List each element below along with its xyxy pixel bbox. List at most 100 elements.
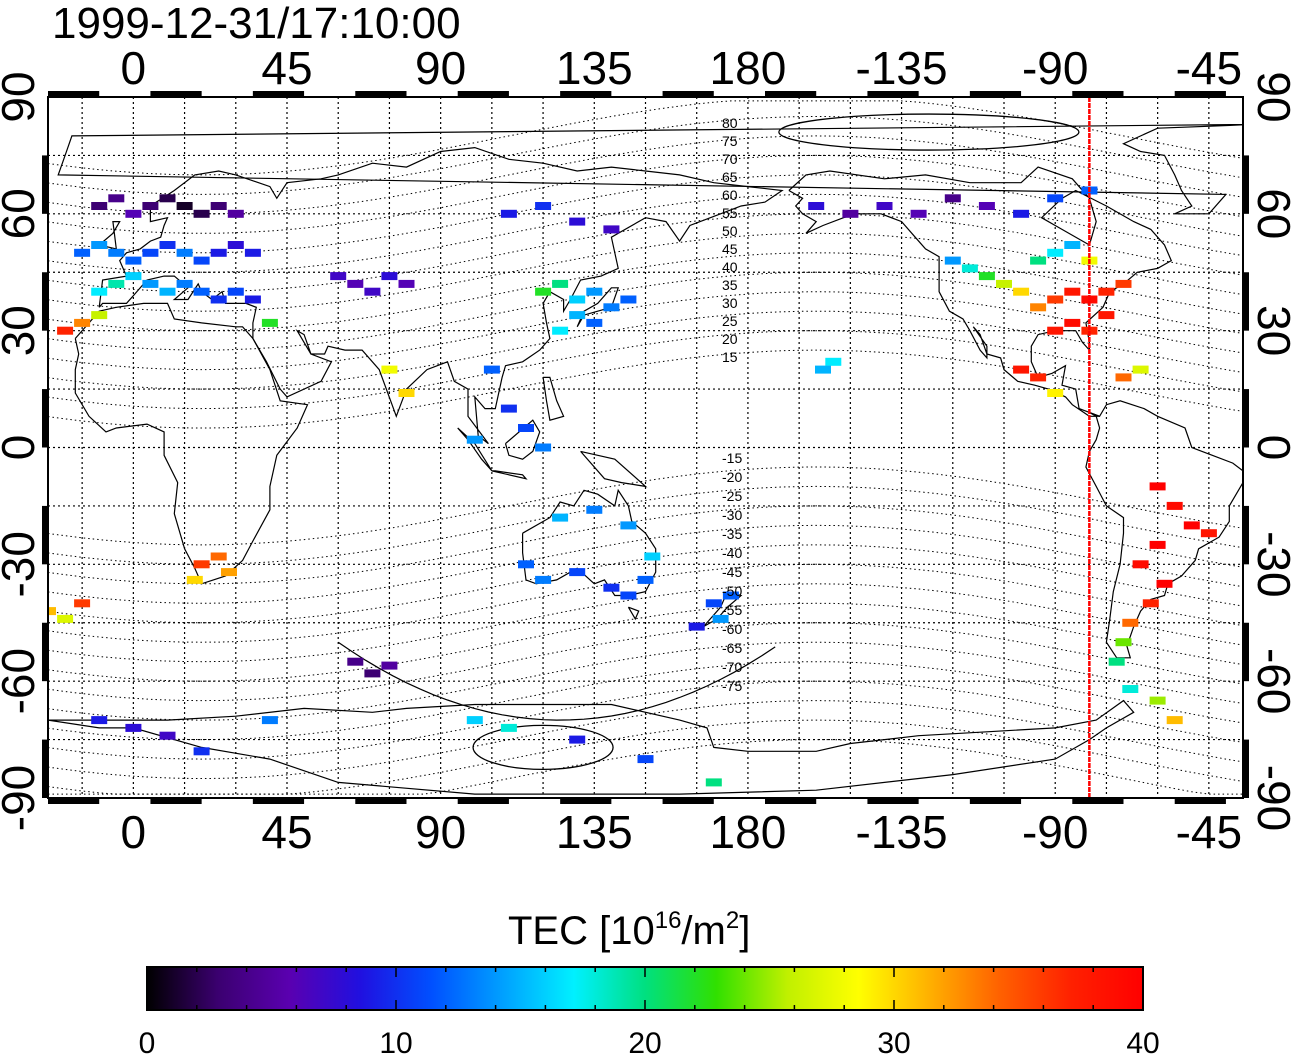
mlat-label: 75 bbox=[722, 133, 738, 149]
tec-cell bbox=[603, 583, 620, 592]
tec-cell bbox=[48, 607, 56, 616]
tec-cell bbox=[125, 256, 142, 265]
frame-bar-left bbox=[42, 389, 48, 448]
tec-cell bbox=[1166, 716, 1183, 725]
lon-tick-label: 90 bbox=[415, 42, 466, 94]
tec-cell bbox=[364, 287, 381, 296]
colorbar-tick-label: 30 bbox=[877, 1027, 910, 1057]
frame-bar-top bbox=[150, 91, 202, 97]
tec-cell bbox=[978, 202, 995, 210]
mlat-contour bbox=[48, 524, 1243, 604]
tec-cell bbox=[347, 279, 364, 288]
tec-cell bbox=[569, 217, 586, 226]
frame-bar-right bbox=[1243, 622, 1249, 682]
mlat-contour bbox=[48, 739, 1243, 795]
tec-cell bbox=[535, 202, 552, 210]
tec-cell bbox=[569, 735, 586, 744]
tec-cell bbox=[586, 318, 603, 327]
mlat-contour bbox=[48, 330, 1243, 410]
tec-cell bbox=[398, 389, 415, 397]
lat-tick-label: 30 bbox=[0, 305, 44, 356]
lon-tick-label: 45 bbox=[261, 806, 312, 858]
tec-cell bbox=[483, 365, 500, 374]
lat-tick-label: 0 bbox=[1248, 435, 1292, 461]
frame-bar-right bbox=[1243, 155, 1249, 214]
frame-bar-top bbox=[1174, 91, 1226, 97]
mlat-contour bbox=[48, 661, 1243, 741]
mlat-contour bbox=[48, 193, 1243, 273]
lat-tick-label: 60 bbox=[0, 188, 44, 239]
lat-ticks-right: 90 60 30 0 -30 -60 -90 bbox=[1248, 71, 1292, 831]
coastline bbox=[580, 450, 648, 488]
tec-cell bbox=[159, 731, 176, 740]
mlat-label: -75 bbox=[722, 678, 742, 694]
tec-cell bbox=[1064, 318, 1081, 327]
tec-cell bbox=[186, 575, 203, 584]
tec-data-cells bbox=[48, 186, 1217, 787]
tec-cell bbox=[159, 241, 176, 249]
tec-cell bbox=[637, 575, 654, 584]
tec-cell bbox=[74, 318, 91, 327]
frame-bar-bottom bbox=[1174, 798, 1226, 804]
tec-cell bbox=[159, 194, 176, 203]
coastline bbox=[576, 287, 620, 328]
tec-cell bbox=[1098, 311, 1115, 320]
mlat-contour bbox=[48, 622, 1243, 702]
tec-cell bbox=[210, 552, 227, 561]
tec-cell bbox=[500, 404, 517, 413]
mlat-contour bbox=[48, 252, 1243, 332]
tec-cell bbox=[159, 287, 176, 296]
lon-tick-label: -45 bbox=[1176, 42, 1242, 94]
tec-cell bbox=[125, 723, 142, 732]
lat-tick-label: 30 bbox=[1248, 305, 1292, 356]
tec-cell bbox=[1200, 529, 1217, 538]
tec-cell bbox=[705, 599, 722, 608]
coastline bbox=[1085, 400, 1243, 659]
lon-tick-label: 135 bbox=[556, 806, 633, 858]
tec-cell bbox=[193, 747, 210, 756]
mlat-contour bbox=[48, 310, 1243, 390]
tec-cell bbox=[1047, 248, 1064, 257]
mlat-label: -30 bbox=[722, 507, 742, 523]
tec-cell bbox=[91, 311, 108, 320]
tec-cell bbox=[261, 716, 278, 725]
lat-tick-label: 90 bbox=[0, 71, 44, 122]
tec-cell bbox=[381, 661, 398, 670]
tec-cell bbox=[688, 622, 705, 631]
frame-bar-top bbox=[765, 91, 817, 97]
tec-cell bbox=[108, 248, 125, 257]
mlat-contour bbox=[48, 641, 1243, 721]
magnetic-latitude-contours bbox=[48, 100, 1243, 795]
lon-tick-label: 90 bbox=[415, 806, 466, 858]
lon-tick-label: 180 bbox=[710, 42, 787, 94]
frame-bar-left bbox=[42, 739, 48, 798]
frame-bar-top bbox=[355, 91, 407, 97]
lat-tick-label: -30 bbox=[1248, 531, 1292, 597]
mlat-contour bbox=[48, 291, 1243, 371]
mlat-label: -25 bbox=[722, 488, 742, 504]
mlat-contour bbox=[48, 700, 1243, 780]
mlat-contour bbox=[48, 154, 1243, 234]
coastline bbox=[98, 146, 784, 445]
tec-cell bbox=[244, 248, 261, 257]
lat-ticks-left: 90 60 30 0 -30 -60 -90 bbox=[0, 71, 44, 831]
tec-cell bbox=[193, 256, 210, 265]
coastline bbox=[504, 419, 541, 460]
lat-tick-label: -60 bbox=[1248, 648, 1292, 714]
tec-cell bbox=[944, 194, 961, 203]
tec-cell bbox=[552, 279, 569, 288]
tec-cell bbox=[705, 778, 722, 787]
mlat-label: -15 bbox=[722, 450, 742, 466]
tec-cell bbox=[142, 248, 159, 257]
mlat-label: -55 bbox=[722, 602, 742, 618]
lon-tick-label: 45 bbox=[261, 42, 312, 94]
tec-cell bbox=[74, 599, 91, 608]
mlat-label: 55 bbox=[722, 205, 738, 221]
tec-cell bbox=[500, 209, 517, 218]
frame-bar-right bbox=[1243, 505, 1249, 565]
tec-cell bbox=[586, 287, 603, 296]
coastline bbox=[48, 699, 1135, 795]
tec-cell bbox=[620, 295, 637, 304]
coastline bbox=[57, 123, 1243, 215]
